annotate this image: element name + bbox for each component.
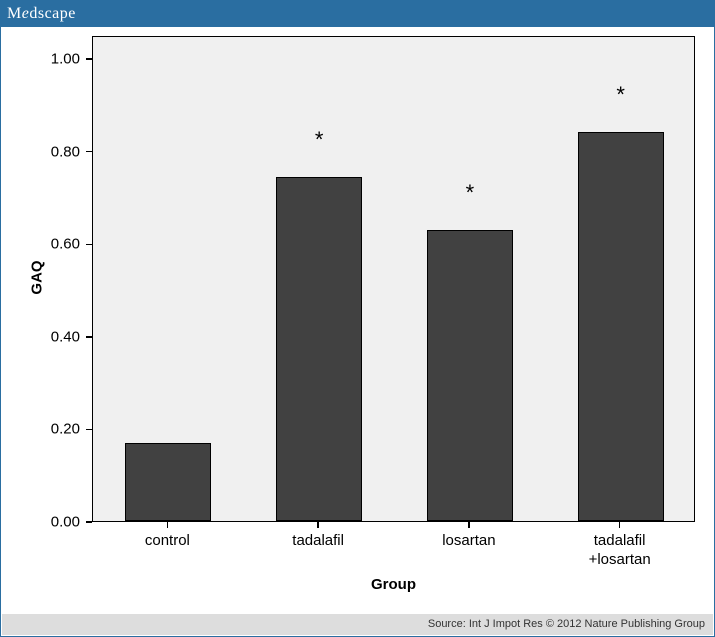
ytick-label: 0.60	[2, 236, 80, 253]
ytick-mark	[86, 521, 92, 523]
significance-marker: *	[466, 182, 475, 204]
xtick-mark	[468, 522, 470, 528]
xtick-label: control	[145, 532, 190, 551]
ytick-mark	[86, 336, 92, 338]
plot-region: * * *	[92, 36, 695, 522]
source-text: Source: Int J Impot Res © 2012 Nature Pu…	[428, 618, 705, 630]
ytick-label: 0.40	[2, 328, 80, 345]
xtick-mark	[167, 522, 169, 528]
xtick-mark	[619, 522, 621, 528]
bar	[427, 230, 513, 521]
brand-post: dscape	[29, 5, 76, 22]
figure-container: Medscape * * * GAQ Group 0.00 0.20 0.40 0.60 0…	[0, 0, 715, 637]
brand-header: Medscape	[1, 1, 714, 27]
ytick-label: 1.00	[2, 51, 80, 68]
xtick-mark	[317, 522, 319, 528]
ytick-label: 0.80	[2, 143, 80, 160]
ytick-mark	[86, 244, 92, 246]
significance-marker: *	[616, 84, 625, 106]
ytick-mark	[86, 429, 92, 431]
significance-marker: *	[315, 129, 324, 151]
chart-area: * * * GAQ Group 0.00 0.20 0.40 0.60 0.80 1.00 co…	[2, 28, 713, 613]
ytick-mark	[86, 58, 92, 60]
xtick-label: tadalafil	[292, 532, 344, 551]
xtick-label: tadalafil +losartan	[589, 532, 651, 570]
brand-pre: M	[7, 5, 22, 22]
ytick-label: 0.20	[2, 421, 80, 438]
ytick-label: 0.00	[2, 514, 80, 531]
x-axis-label: Group	[371, 576, 416, 593]
y-axis-label: GAQ	[29, 260, 46, 294]
bar	[125, 443, 211, 521]
xtick-label: losartan	[442, 532, 495, 551]
bar	[276, 177, 362, 521]
ytick-mark	[86, 151, 92, 153]
source-footer: Source: Int J Impot Res © 2012 Nature Pu…	[2, 614, 713, 635]
bar	[578, 132, 664, 521]
